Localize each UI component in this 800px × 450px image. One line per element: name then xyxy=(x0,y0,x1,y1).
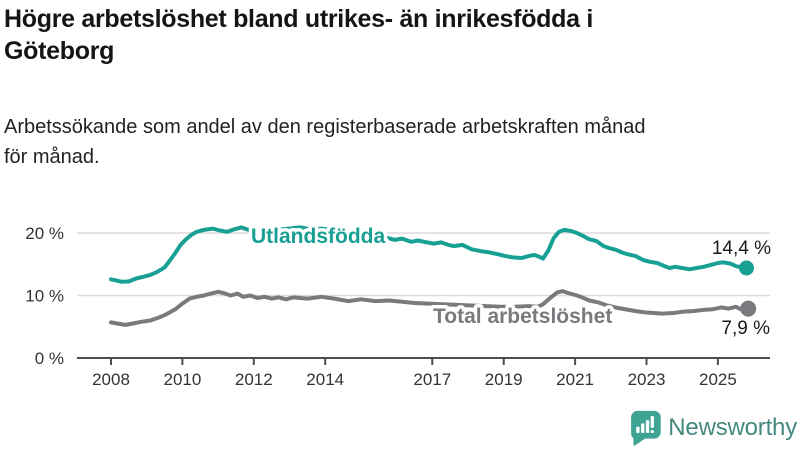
end-value-label-total: 7,9 % xyxy=(721,318,770,339)
x-axis-tick-label: 2021 xyxy=(556,370,594,389)
x-axis-tick-label: 2010 xyxy=(163,370,201,389)
x-axis-tick-label: 2017 xyxy=(413,370,451,389)
brand-wordmark: Newsworthy xyxy=(668,413,797,441)
chart-title: Högre arbetslöshet bland utrikes- än inr… xyxy=(4,5,593,65)
x-axis-tick-label: 2025 xyxy=(699,370,737,389)
series-line-utlandsfodda xyxy=(109,225,749,284)
bar-chart-speech-bubble-icon xyxy=(631,410,662,446)
series-end-dot xyxy=(740,300,757,317)
series-line-total xyxy=(109,289,751,327)
x-axis-tick-label: 2023 xyxy=(628,370,666,389)
series-label-total: Total arbetslöshet xyxy=(433,305,612,328)
x-axis-tick-label: 2019 xyxy=(485,370,523,389)
bar-chart-glyph xyxy=(636,415,655,434)
series-end-dot xyxy=(739,260,754,276)
end-value-label-utlandsfodda: 14,4 % xyxy=(712,238,771,259)
newsworthy-logo: Newsworthy xyxy=(629,409,797,446)
y-axis-tick-label: 0 % xyxy=(35,349,64,368)
x-axis-tick-label: 2012 xyxy=(235,370,273,389)
series-label-utlandsfodda: Utlandsfödda xyxy=(251,225,385,248)
x-axis-tick-label: 2014 xyxy=(306,370,344,389)
y-axis-tick-label: 10 % xyxy=(25,287,64,306)
y-axis-tick-label: 20 % xyxy=(25,224,64,243)
x-axis-tick-label: 2008 xyxy=(92,370,130,389)
chart-subtitle: Arbetssökande som andel av den registerb… xyxy=(4,116,646,168)
